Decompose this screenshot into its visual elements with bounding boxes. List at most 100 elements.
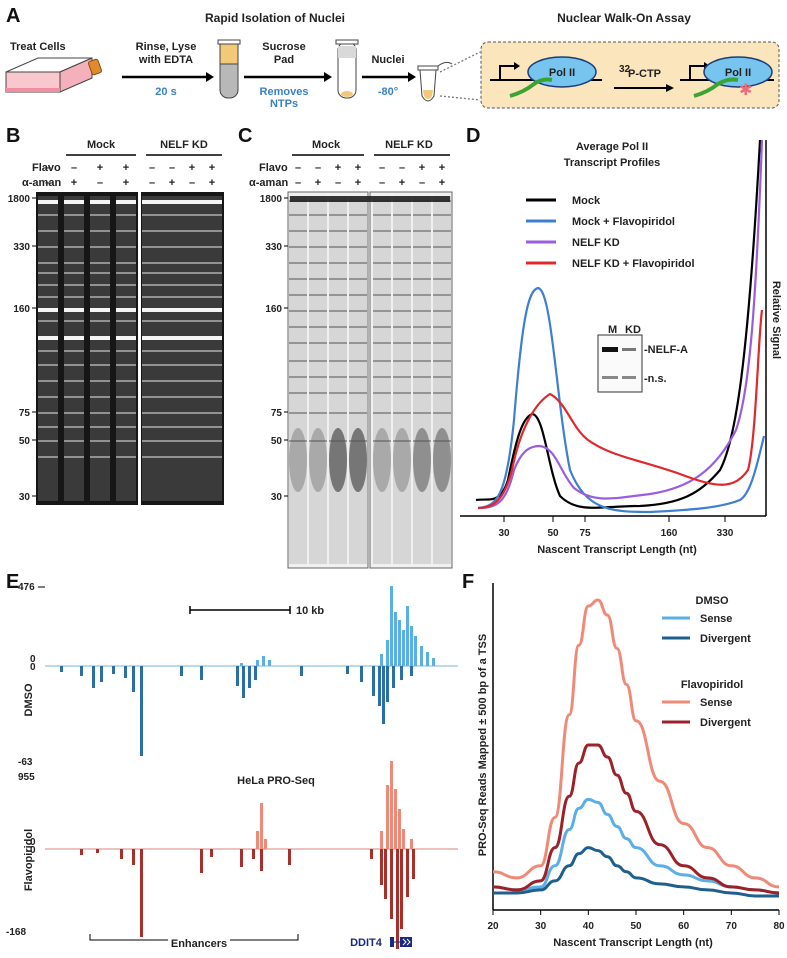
gel-b-lane (162, 196, 182, 501)
gel-b-band (142, 456, 162, 458)
gel-b-row-flavo: Flavo (32, 162, 61, 174)
gel-b-band (90, 262, 110, 264)
step-treat-cells: Treat Cells (10, 41, 66, 53)
inset-ns-label: -n.s. (644, 373, 667, 385)
xtick-label: 75 (579, 528, 591, 539)
gel-c-band (349, 294, 367, 296)
gel-b-band (142, 200, 162, 204)
flavo-zero-1: 0 (30, 837, 36, 848)
gel-c-band (413, 278, 431, 280)
gel-b-band (142, 350, 162, 352)
gel-b-band (202, 214, 222, 216)
flavo-neg-bar (120, 849, 123, 859)
dmso-neg-bar (92, 666, 95, 688)
gel-b-band (116, 272, 136, 274)
gel-b-band (162, 412, 182, 414)
gel-b-band (182, 440, 202, 442)
dmso-top-value: 476 (18, 582, 35, 593)
panel-label-b: B (6, 125, 20, 147)
gel-b-band (182, 308, 202, 312)
gel-b-band (202, 272, 222, 274)
gel-c-band (309, 230, 327, 232)
gel-b-band (182, 246, 202, 248)
gel-b-band (182, 364, 202, 366)
marker-label: 160 (13, 304, 30, 315)
gel-b-band (64, 284, 84, 286)
gel-c-smear (329, 428, 347, 492)
note-minus80: -80° (378, 86, 398, 98)
gel-b-band (162, 308, 182, 312)
header-walk-on-assay: Nuclear Walk-On Assay (557, 11, 691, 25)
gel-c-band (329, 392, 347, 394)
flavo-sign: – (71, 162, 77, 174)
flavo-bottom-value: -168 (6, 927, 26, 938)
gel-c-band (393, 360, 411, 362)
dmso-pos-bar (420, 646, 423, 666)
f-series-2 (492, 598, 780, 889)
dmso-bottom-value: -63 (18, 757, 33, 768)
step-nuclei: Nuclei (371, 54, 404, 66)
marker-label: 75 (271, 408, 283, 419)
gel-b-band (64, 350, 84, 352)
gel-b-band (90, 284, 110, 286)
gel-b-band (116, 296, 136, 298)
ctp-label: P-CTP (628, 68, 661, 80)
gel-b-band (202, 440, 222, 442)
gel-b-band (64, 412, 84, 414)
gel-c-band (373, 412, 391, 414)
gel-c-band (433, 310, 451, 312)
gel-b-band (202, 200, 222, 204)
gel-c-band (433, 278, 451, 280)
flavo-sign: + (335, 162, 341, 174)
gel-c-band (433, 326, 451, 328)
flavo-sign: + (97, 162, 103, 174)
dmso-neg-bar (400, 666, 403, 680)
f-legend-label: Sense (700, 613, 732, 625)
gel-c-band (373, 342, 391, 344)
flavo-neg-bar (396, 849, 399, 949)
aman-sign: – (189, 177, 195, 189)
gel-c-band (329, 412, 347, 414)
gel-c-row-flavo: Flavo (259, 162, 288, 174)
step-rinse-lyse: Rinse, Lyse (136, 41, 197, 53)
aman-sign: + (439, 177, 445, 189)
flavo-neg-bar (200, 849, 203, 873)
gel-c-band (373, 214, 391, 216)
gel-b-band (38, 380, 58, 382)
marker-label: 1800 (8, 194, 31, 205)
gel-b-band (90, 364, 110, 366)
gel-c-lane (413, 196, 431, 564)
gel-c-band (413, 342, 431, 344)
flavo-pos-bar (386, 785, 389, 849)
dmso-pos-bar (398, 620, 401, 666)
gel-b-band (142, 412, 162, 414)
gel-b-band (64, 246, 84, 248)
gel-c-band (289, 310, 307, 312)
gel-c-lane (329, 196, 347, 564)
gel-b-band (90, 380, 110, 382)
ctp-arrow (614, 84, 674, 92)
gel-b-band (116, 396, 136, 398)
gel-c-band (329, 262, 347, 264)
gel-b-band (142, 214, 162, 216)
gel-b-band (202, 380, 222, 382)
gel-b-band (182, 320, 202, 322)
gel-b-band (116, 284, 136, 286)
gel-b-band (116, 456, 136, 458)
gel-c-smear (413, 428, 431, 492)
flask-icon (5, 57, 103, 93)
dmso-neg-bar (382, 666, 385, 724)
gel-c-band (413, 412, 431, 414)
gel-b-band (162, 364, 182, 366)
flavo-sign: + (355, 162, 361, 174)
gel-b-band (182, 200, 202, 204)
gel-b-band (202, 296, 222, 298)
f-series-3 (492, 743, 780, 895)
legend-label: NELF KD + Flavopiridol (572, 258, 695, 270)
flavo-neg-bar (80, 849, 83, 855)
gel-c-band (309, 392, 327, 394)
gel-b-band (182, 230, 202, 232)
gel-c-band (373, 294, 391, 296)
gel-b-band (38, 246, 58, 248)
gel-c-lanes (289, 196, 451, 564)
